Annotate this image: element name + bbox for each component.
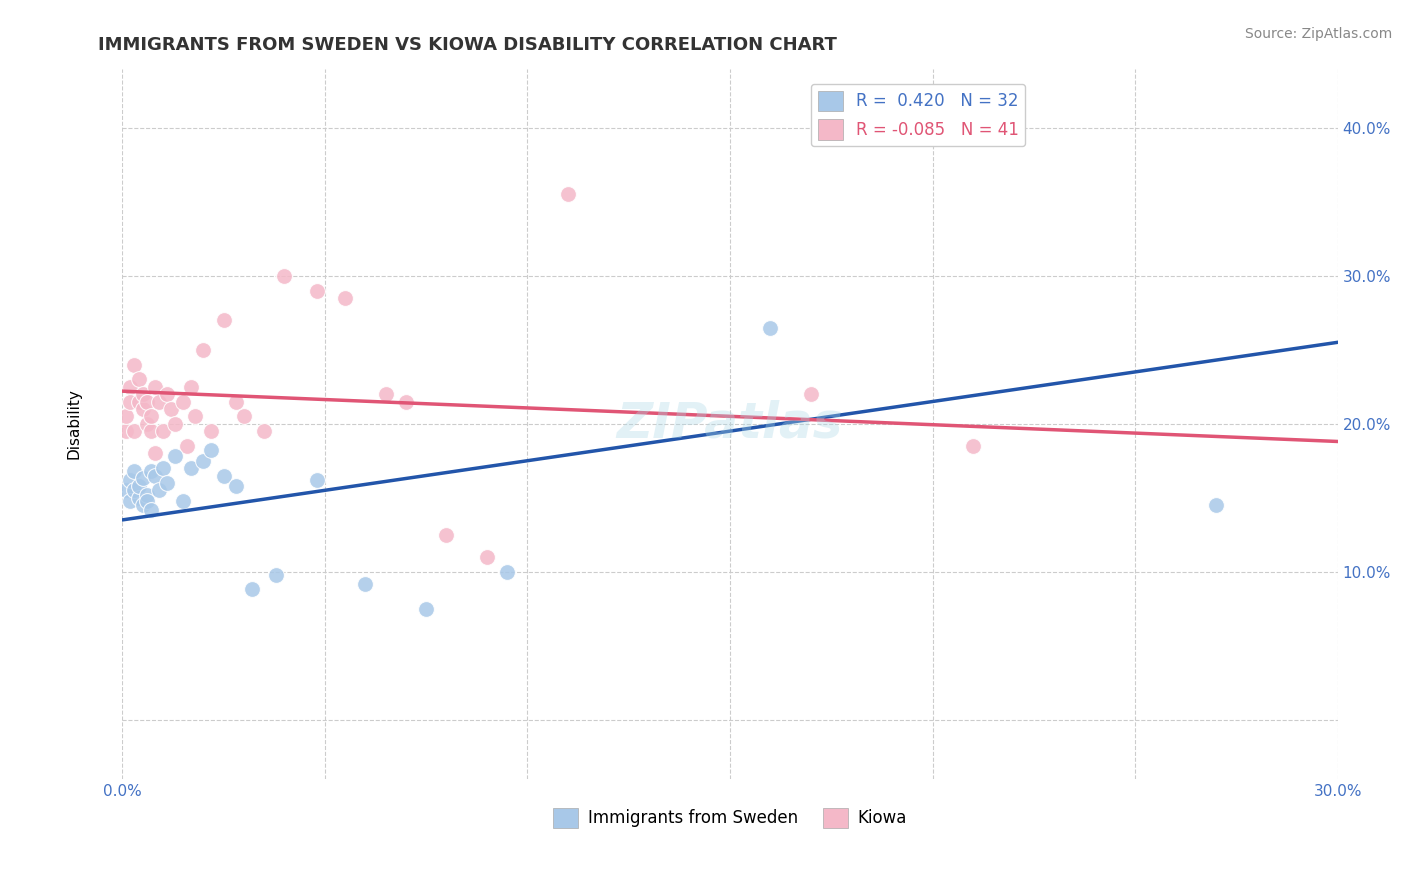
Point — [354, 576, 377, 591]
Point — [305, 284, 328, 298]
Point — [115, 424, 138, 438]
Point — [131, 471, 153, 485]
Point — [124, 464, 146, 478]
Point — [172, 394, 194, 409]
Point — [128, 372, 150, 386]
Point — [212, 468, 235, 483]
Point — [200, 424, 222, 438]
Text: Disability: Disability — [66, 388, 82, 459]
Point — [212, 313, 235, 327]
Legend: Immigrants from Sweden, Kiowa: Immigrants from Sweden, Kiowa — [546, 801, 914, 835]
Point — [143, 446, 166, 460]
Point — [374, 387, 396, 401]
Point — [152, 461, 174, 475]
Point — [128, 479, 150, 493]
Point — [135, 394, 157, 409]
Point — [395, 394, 418, 409]
Point — [128, 394, 150, 409]
Point — [200, 443, 222, 458]
Point — [124, 424, 146, 438]
Point — [180, 380, 202, 394]
Point — [240, 582, 263, 597]
Point — [962, 439, 984, 453]
Point — [120, 380, 142, 394]
Point — [120, 473, 142, 487]
Point — [436, 527, 458, 541]
Point — [225, 394, 247, 409]
Point — [193, 343, 215, 357]
Point — [124, 358, 146, 372]
Point — [131, 498, 153, 512]
Point — [139, 409, 162, 424]
Point — [131, 387, 153, 401]
Point — [163, 450, 186, 464]
Point — [232, 409, 254, 424]
Point — [156, 475, 179, 490]
Point — [139, 464, 162, 478]
Point — [115, 409, 138, 424]
Text: Source: ZipAtlas.com: Source: ZipAtlas.com — [1244, 27, 1392, 41]
Point — [1205, 498, 1227, 512]
Point — [415, 601, 437, 615]
Point — [253, 424, 276, 438]
Point — [131, 401, 153, 416]
Point — [156, 387, 179, 401]
Text: ZIPatlas: ZIPatlas — [617, 400, 844, 448]
Point — [172, 493, 194, 508]
Point — [193, 454, 215, 468]
Point — [135, 488, 157, 502]
Point — [557, 187, 579, 202]
Point — [128, 491, 150, 505]
Point — [273, 268, 295, 283]
Point — [184, 409, 207, 424]
Point — [496, 565, 519, 579]
Point — [800, 387, 823, 401]
Point — [160, 401, 183, 416]
Text: IMMIGRANTS FROM SWEDEN VS KIOWA DISABILITY CORRELATION CHART: IMMIGRANTS FROM SWEDEN VS KIOWA DISABILI… — [98, 36, 838, 54]
Point — [148, 483, 170, 498]
Point — [120, 493, 142, 508]
Point — [120, 394, 142, 409]
Point — [148, 394, 170, 409]
Point — [124, 483, 146, 498]
Point — [143, 468, 166, 483]
Point — [135, 417, 157, 431]
Point — [759, 320, 782, 334]
Point — [305, 473, 328, 487]
Point — [475, 549, 498, 564]
Point — [115, 483, 138, 498]
Point — [176, 439, 198, 453]
Point — [163, 417, 186, 431]
Point — [135, 493, 157, 508]
Point — [139, 502, 162, 516]
Point — [333, 291, 356, 305]
Point — [152, 424, 174, 438]
Point — [264, 567, 287, 582]
Point — [180, 461, 202, 475]
Point — [225, 479, 247, 493]
Point — [143, 380, 166, 394]
Point — [139, 424, 162, 438]
